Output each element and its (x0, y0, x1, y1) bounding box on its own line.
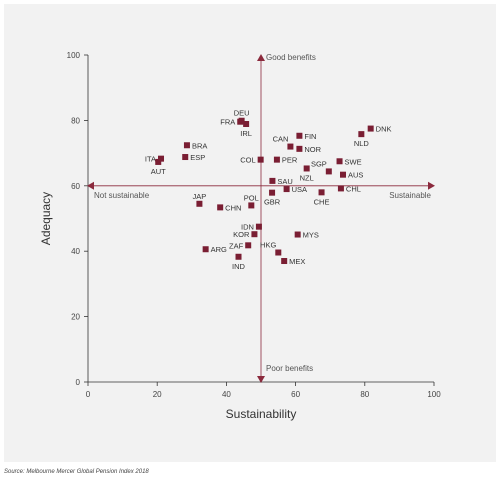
point-fin (296, 132, 303, 139)
point-label-aus: AUS (348, 171, 363, 180)
point-label-dnk: DNK (376, 125, 392, 134)
point-kor (251, 231, 258, 238)
point-ind (235, 253, 242, 260)
point-label-bra: BRA (192, 141, 207, 150)
point-can (287, 143, 294, 150)
point-sau (269, 177, 276, 184)
point-mys (294, 231, 301, 238)
point-label-ind: IND (232, 262, 246, 271)
x-axis-label: Sustainability (226, 407, 297, 421)
point-arg (202, 246, 209, 253)
point-esp (182, 154, 189, 161)
point-ita (158, 155, 165, 162)
scatter-chart: 0 20 40 60 80 100 0 20 40 60 80 100 Sustainability Ad… (39, 51, 441, 421)
point-label-idn: IDN (241, 223, 254, 232)
point-label-nld: NLD (354, 139, 370, 148)
point-mex (281, 258, 288, 265)
annotation-not-sustainable: Not sustainable (94, 191, 150, 200)
arrow-down-icon (257, 376, 265, 383)
point-irl (243, 120, 250, 127)
y-tick-label: 60 (71, 182, 80, 191)
point-che (318, 189, 325, 196)
point-sgp (325, 168, 332, 175)
point-usa (283, 186, 290, 193)
point-label-esp: ESP (190, 153, 205, 162)
point-label-nzl: NZL (300, 173, 314, 182)
point-label-ita: ITA (145, 155, 156, 164)
point-label-kor: KOR (233, 230, 250, 239)
x-tick-label: 20 (153, 390, 162, 399)
point-nor (296, 145, 303, 152)
point-label-zaf: ZAF (229, 241, 244, 250)
point-label-deu: DEU (234, 109, 250, 118)
point-label-fin: FIN (304, 132, 316, 141)
y-axis-label: Adequacy (39, 192, 53, 245)
point-aut (155, 158, 162, 165)
arrow-up-icon (257, 54, 265, 61)
y-tick-label: 100 (67, 51, 81, 60)
point-hkg (275, 249, 282, 256)
arrow-right-icon (428, 181, 435, 190)
point-label-pol: POL (244, 193, 259, 202)
point-nld (358, 131, 365, 138)
point-per (273, 156, 280, 163)
point-label-aut: AUT (151, 167, 166, 176)
point-label-chn: CHN (225, 203, 241, 212)
point-col (257, 156, 264, 163)
point-label-che: CHE (314, 197, 330, 206)
point-label-hkg: HKG (260, 241, 276, 250)
point-idn (255, 223, 262, 230)
point-label-mys: MYS (303, 231, 319, 240)
annotation-sustainable: Sustainable (389, 191, 431, 200)
point-dnk (367, 125, 374, 132)
point-pol (248, 202, 255, 209)
point-jap (196, 200, 203, 207)
x-tick-label: 40 (222, 390, 231, 399)
point-label-usa: USA (292, 185, 307, 194)
chart-panel: 0 20 40 60 80 100 0 20 40 60 80 100 Sustainability Ad… (4, 4, 496, 462)
x-tick-label: 60 (291, 390, 300, 399)
point-label-mex: MEX (289, 257, 305, 266)
point-label-irl: IRL (240, 129, 252, 138)
point-label-sau: SAU (277, 177, 292, 186)
point-label-jap: JAP (193, 192, 207, 201)
point-aus (340, 171, 347, 178)
x-tick-label: 80 (360, 390, 369, 399)
y-tick-label: 80 (71, 116, 80, 125)
annotation-good-benefits: Good benefits (266, 53, 316, 62)
point-zaf (245, 242, 252, 249)
point-label-can: CAN (273, 135, 289, 144)
annotation-poor-benefits: Poor benefits (266, 364, 313, 373)
point-fra (237, 118, 244, 125)
y-tick-label: 20 (71, 313, 80, 322)
source-note: Source: Melbourne Mercer Global Pension … (4, 469, 149, 475)
point-label-sgp: SGP (311, 159, 327, 168)
point-label-chl: CHL (346, 184, 361, 193)
point-label-nor: NOR (304, 145, 321, 154)
point-label-gbr: GBR (264, 198, 281, 207)
point-nzl (303, 165, 310, 172)
arrow-left-icon (87, 181, 94, 190)
point-swe (336, 158, 343, 165)
point-label-fra: FRA (220, 118, 235, 127)
point-label-arg: ARG (211, 245, 227, 254)
point-gbr (269, 189, 276, 196)
point-chn (217, 204, 224, 211)
y-tick-label: 0 (76, 378, 81, 387)
point-label-swe: SWE (345, 157, 362, 166)
point-chl (337, 185, 344, 192)
x-tick-label: 100 (427, 390, 441, 399)
y-tick-label: 40 (71, 247, 80, 256)
x-tick-label: 0 (86, 390, 91, 399)
point-label-col: COL (240, 156, 255, 165)
point-bra (183, 142, 190, 149)
point-label-per: PER (282, 156, 298, 165)
